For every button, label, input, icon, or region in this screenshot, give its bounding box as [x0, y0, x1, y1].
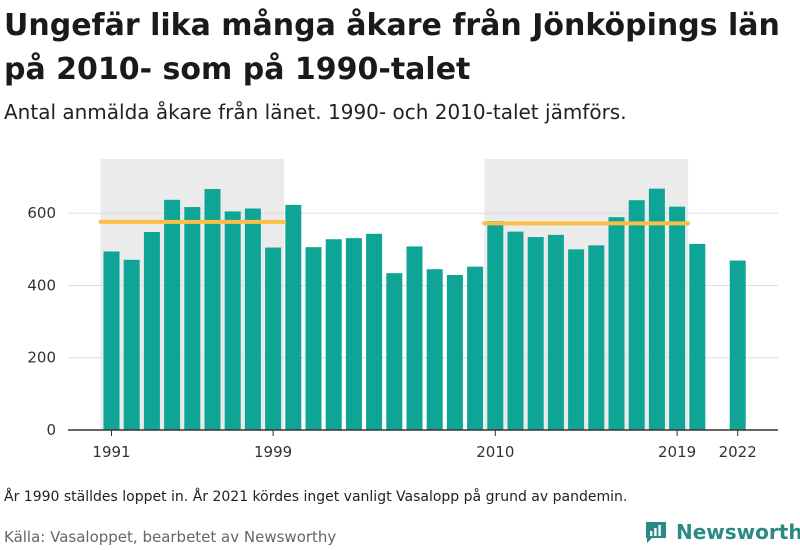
bar-2019 — [669, 206, 686, 430]
bar-2010 — [487, 221, 504, 430]
bar-2017 — [628, 200, 645, 430]
average-lines — [98, 219, 691, 226]
bar-2005 — [386, 273, 403, 430]
bar-1991 — [103, 251, 120, 430]
y-tick-label-0: 0 — [46, 421, 56, 439]
brand-name: Newsworthy — [676, 520, 800, 544]
bar-2020 — [689, 243, 706, 430]
bar-2016 — [608, 217, 625, 430]
bar-chart: 0 200 400 600 1991 1999 2010 2019 2022 — [27, 159, 778, 461]
bar-1998 — [244, 208, 261, 430]
brand[interactable]: Newsworthy — [644, 520, 800, 544]
bar-2013 — [547, 234, 564, 430]
bar-2022 — [729, 260, 746, 430]
bar-2011 — [507, 231, 524, 430]
bar-2004 — [366, 233, 383, 430]
x-tick-label-2019: 2019 — [658, 443, 696, 461]
bar-1997 — [224, 211, 241, 430]
axes: 0 200 400 600 1991 1999 2010 2019 2022 — [27, 204, 778, 461]
y-tick-label-400: 400 — [27, 276, 56, 294]
bar-2008 — [446, 274, 463, 430]
chart-subtitle: Antal anmälda åkare från länet. 1990- oc… — [4, 100, 627, 124]
bars — [103, 188, 746, 430]
y-tick-label-200: 200 — [27, 349, 56, 367]
bar-2018 — [648, 188, 665, 430]
x-tick-label-1991: 1991 — [92, 443, 130, 461]
newsworthy-logo-icon — [646, 522, 666, 543]
bar-2012 — [527, 237, 544, 430]
bar-1994 — [164, 199, 181, 430]
bar-2014 — [568, 249, 585, 430]
x-tick-label-2022: 2022 — [719, 443, 757, 461]
bar-2003 — [345, 238, 362, 430]
x-tick-label-1999: 1999 — [254, 443, 292, 461]
y-tick-label-600: 600 — [27, 204, 56, 222]
chart-title: Ungefär lika många åkare från Jönköpings… — [4, 8, 780, 87]
bar-1996 — [204, 188, 221, 430]
x-tick-label-2010: 2010 — [476, 443, 514, 461]
bar-2007 — [426, 269, 443, 430]
footnote: År 1990 ställdes loppet in. År 2021 körd… — [4, 489, 628, 505]
bar-2006 — [406, 246, 423, 430]
bar-2009 — [467, 266, 484, 430]
bar-1999 — [265, 247, 282, 430]
bar-2000 — [285, 204, 302, 430]
bar-2015 — [588, 245, 605, 430]
bar-2002 — [325, 239, 342, 430]
bar-1992 — [123, 259, 140, 430]
source-text: Källa: Vasaloppet, bearbetet av Newswort… — [4, 528, 337, 546]
bar-1993 — [143, 231, 160, 430]
bar-1995 — [184, 207, 201, 430]
bar-2001 — [305, 247, 322, 430]
